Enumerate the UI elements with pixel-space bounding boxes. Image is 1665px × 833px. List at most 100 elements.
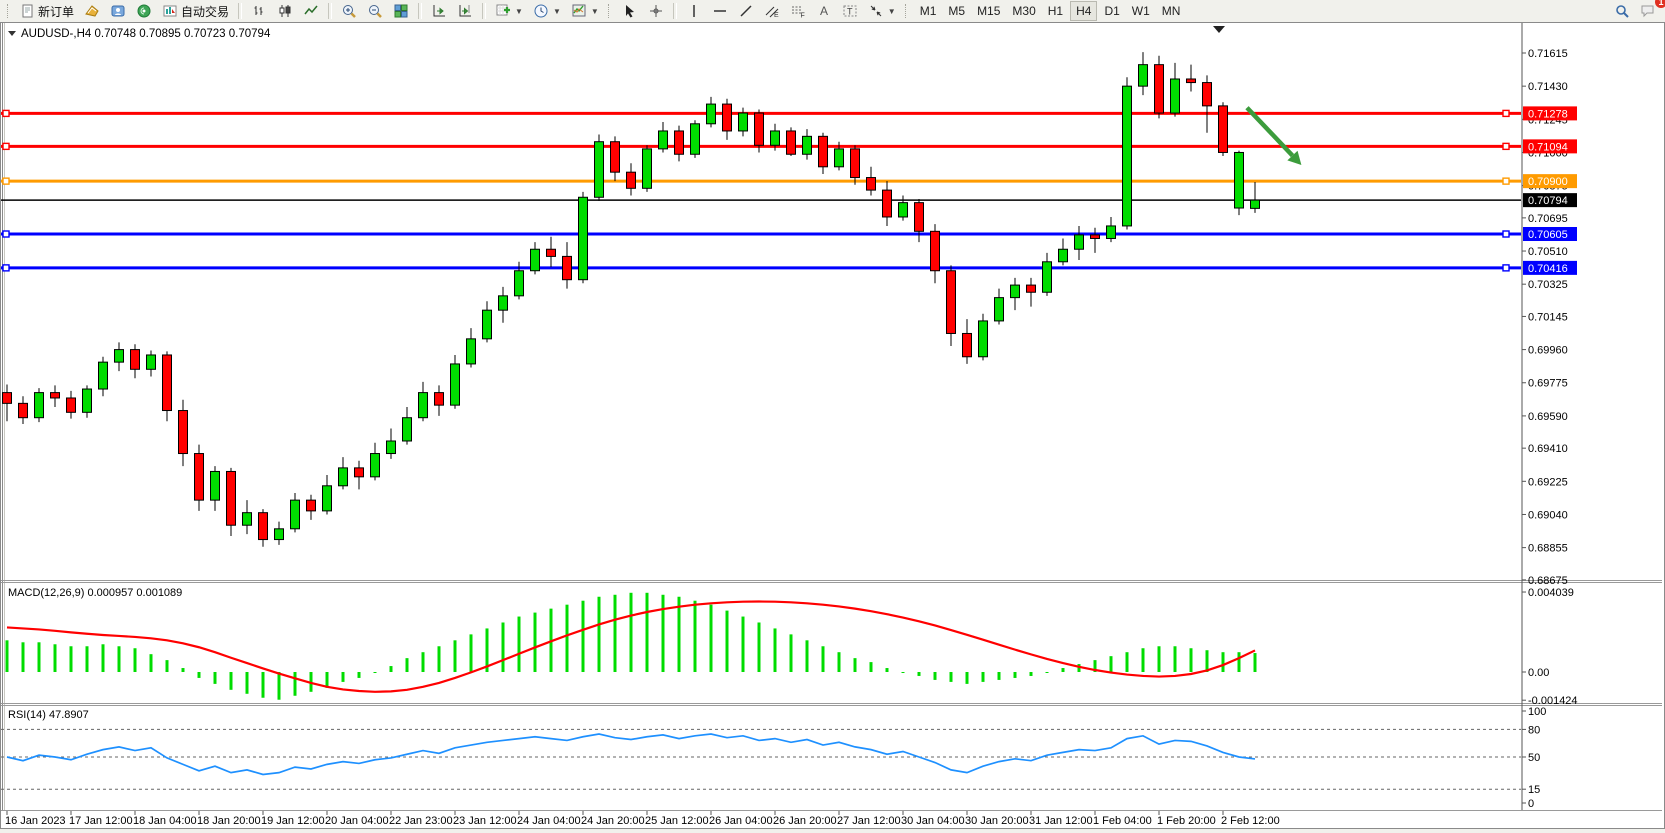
bar-chart-button[interactable]: [247, 0, 271, 22]
time-axis-label[interactable]: 31 Jan 12:00: [1029, 815, 1093, 827]
time-axis-label[interactable]: 30 Jan 04:00: [901, 815, 965, 827]
periods-button[interactable]: ▼: [529, 0, 565, 22]
time-axis-label[interactable]: 1 Feb 04:00: [1093, 815, 1152, 827]
macd-histogram-bar: [933, 672, 937, 680]
macd-histogram-bar: [1253, 653, 1257, 672]
time-axis-label[interactable]: 23 Jan 12:00: [453, 815, 517, 827]
vertical-line-button[interactable]: [682, 0, 706, 22]
notifications-button[interactable]: 1: [1636, 0, 1665, 22]
text-button[interactable]: A: [812, 0, 836, 22]
arrows-button[interactable]: ▼: [864, 0, 900, 22]
time-axis-label[interactable]: 2 Feb 12:00: [1221, 815, 1280, 827]
crosshair-button[interactable]: [644, 0, 668, 22]
new-order-button[interactable]: 新订单: [17, 0, 78, 22]
zoom-out-button[interactable]: [363, 0, 387, 22]
signals-button[interactable]: [132, 0, 156, 22]
profile-button[interactable]: [106, 0, 130, 22]
price-level-badge: [1523, 260, 1577, 275]
line-handle[interactable]: [2, 109, 10, 118]
time-axis-label[interactable]: 20 Jan 04:00: [325, 815, 389, 827]
trend-arrow-head[interactable]: [1287, 150, 1302, 166]
line-handle[interactable]: [2, 142, 10, 151]
timeframe-W1[interactable]: W1: [1131, 4, 1150, 18]
tile-windows-button[interactable]: [389, 0, 413, 22]
time-axis-label[interactable]: 18 Jan 04:00: [133, 815, 197, 827]
time-axis-label[interactable]: 24 Jan 20:00: [581, 815, 645, 827]
time-axis-label[interactable]: 1 Feb 20:00: [1157, 815, 1216, 827]
time-axis-label[interactable]: 27 Jan 12:00: [837, 815, 901, 827]
indicators-button[interactable]: ▼: [491, 0, 527, 22]
macd-histogram-bar: [917, 672, 921, 676]
trendline-icon: [740, 5, 752, 17]
line-handle[interactable]: [1502, 109, 1510, 118]
zoom-in-button[interactable]: [337, 0, 361, 22]
candle: [658, 130, 668, 150]
time-axis-label[interactable]: 25 Jan 12:00: [645, 815, 709, 827]
line-handle[interactable]: [1502, 230, 1510, 238]
candle: [882, 189, 892, 218]
candle: [1026, 284, 1036, 293]
time-axis-label[interactable]: 17 Jan 12:00: [69, 815, 133, 827]
chart-canvas: AUDUSD-,H4 0.70748 0.70895 0.70723 0.707…: [1, 23, 1662, 827]
line-handle[interactable]: [2, 230, 10, 238]
line-handle[interactable]: [1502, 264, 1510, 272]
candle: [1202, 82, 1212, 107]
time-axis-label[interactable]: 18 Jan 20:00: [197, 815, 261, 827]
line-chart-button[interactable]: [299, 0, 323, 22]
auto-scroll-button[interactable]: [427, 0, 451, 22]
timeframe-M5[interactable]: M5: [948, 4, 966, 18]
timeframe-M30[interactable]: M30: [1012, 4, 1036, 18]
new-chart-button[interactable]: [80, 0, 104, 22]
time-axis-label[interactable]: 26 Jan 20:00: [773, 815, 837, 827]
macd-histogram-bar: [805, 640, 809, 672]
timeframe-M1[interactable]: M1: [919, 4, 937, 18]
line-handle[interactable]: [2, 264, 10, 272]
timeframe-D1[interactable]: D1: [1104, 4, 1120, 18]
cursor-button[interactable]: [618, 0, 642, 22]
timeframe-H4[interactable]: H4: [1070, 1, 1098, 21]
time-axis-label[interactable]: 30 Jan 20:00: [965, 815, 1029, 827]
chart-shift-marker[interactable]: [1213, 26, 1225, 33]
autotrade-button[interactable]: 自动交易: [158, 0, 233, 22]
line-handle[interactable]: [1502, 142, 1510, 151]
chart-shift-button[interactable]: [453, 0, 477, 22]
macd-histogram-bar: [1093, 660, 1097, 672]
macd-axis-label: -0.001424: [1528, 695, 1578, 707]
toolbar-grip[interactable]: [607, 4, 613, 18]
toolbar-grip[interactable]: [7, 4, 12, 18]
line-handle[interactable]: [1502, 177, 1510, 185]
price-level-badge: [1523, 174, 1577, 189]
periods-icon: [534, 4, 548, 18]
macd-histogram-bar: [645, 592, 649, 672]
candle: [946, 270, 956, 334]
rsi-line: [6, 733, 1256, 776]
fibonacci-button[interactable]: F: [786, 0, 810, 22]
horizontal-line-button[interactable]: [708, 0, 732, 22]
price-tick-label: 0.71615: [1528, 48, 1568, 60]
symbol-dropdown-icon[interactable]: [8, 31, 16, 36]
time-axis-label[interactable]: 16 Jan 2023: [5, 815, 66, 827]
time-axis-label[interactable]: 22 Jan 23:00: [389, 815, 453, 827]
time-axis-label[interactable]: 19 Jan 12:00: [261, 815, 325, 827]
trendline-button[interactable]: [734, 0, 758, 22]
candlestick-chart-button[interactable]: [273, 0, 297, 22]
timeframe-MN[interactable]: MN: [1161, 4, 1181, 18]
macd-histogram-bar: [1189, 648, 1193, 672]
price-level-badge: [1523, 139, 1577, 154]
line-handle[interactable]: [2, 177, 10, 185]
toolbar-grip[interactable]: [904, 4, 910, 18]
time-axis-label[interactable]: 24 Jan 04:00: [517, 815, 581, 827]
macd-axis-label: 0.004039: [1528, 587, 1574, 599]
templates-button[interactable]: ▼: [567, 0, 603, 22]
toolbar-separator: [328, 3, 333, 19]
chart-window: AUDUSD-,H4 0.70748 0.70895 0.70723 0.707…: [0, 22, 1665, 829]
macd-histogram-bar: [501, 622, 505, 672]
candle: [1074, 234, 1084, 250]
trend-arrow[interactable]: [1245, 106, 1295, 158]
time-axis-label[interactable]: 26 Jan 04:00: [709, 815, 773, 827]
equidistant-channel-button[interactable]: E: [760, 0, 784, 22]
text-label-button[interactable]: T: [838, 0, 862, 22]
search-button[interactable]: [1610, 0, 1634, 22]
timeframe-H1[interactable]: H1: [1047, 4, 1064, 18]
timeframe-M15[interactable]: M15: [977, 4, 1001, 18]
